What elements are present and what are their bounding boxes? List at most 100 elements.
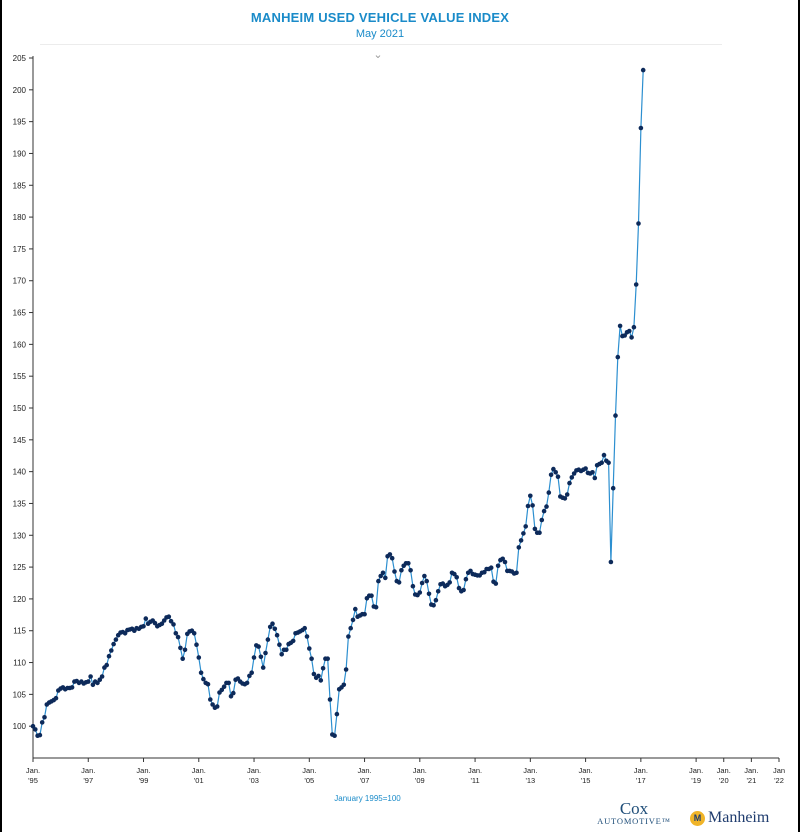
x-tick-label: Jan. (578, 766, 592, 775)
data-point (493, 581, 499, 586)
y-tick-label: 100 (13, 722, 27, 731)
x-tick-label: Jan. (717, 766, 731, 775)
data-point (638, 125, 644, 131)
data-point (260, 665, 266, 670)
x-tick-label: Jan. (413, 766, 427, 775)
data-point (279, 652, 285, 657)
data-point (461, 587, 466, 593)
data-point (228, 694, 234, 699)
data-point (629, 335, 634, 340)
y-tick-label: 170 (13, 277, 27, 286)
data-point (569, 475, 575, 480)
data-point (528, 493, 533, 499)
data-point (42, 715, 47, 720)
data-point (178, 645, 183, 651)
data-point (251, 655, 257, 660)
data-point (532, 526, 538, 532)
data-point (219, 687, 225, 693)
y-tick-label: 165 (13, 309, 27, 318)
data-point (182, 647, 188, 653)
data-point (627, 328, 632, 334)
x-tick-label: Jan. (81, 766, 95, 775)
data-point (383, 575, 388, 581)
data-point (226, 680, 231, 686)
data-point (555, 474, 561, 480)
data-point (551, 466, 556, 472)
left-frame-edge (0, 0, 2, 832)
data-point (539, 517, 545, 523)
data-point (617, 323, 623, 329)
data-point (30, 723, 36, 729)
x-tick-label: Jan. (468, 766, 482, 775)
data-point (265, 637, 271, 642)
data-point (159, 621, 165, 626)
data-point (99, 674, 105, 679)
data-point (500, 556, 506, 562)
y-tick-label: 145 (13, 436, 27, 445)
data-point (221, 684, 227, 689)
data-point (454, 575, 460, 580)
y-tick-label: 120 (13, 595, 27, 604)
data-point (396, 580, 402, 585)
data-point (362, 611, 367, 617)
data-point (122, 631, 128, 636)
x-tick-label: '19 (691, 776, 701, 785)
x-tick-label: '03 (249, 776, 259, 785)
data-point (447, 580, 453, 585)
chevron-down-icon[interactable]: ⌄ (373, 49, 383, 61)
data-point (353, 606, 358, 612)
data-point (387, 552, 393, 557)
data-point (525, 503, 531, 509)
y-tick-label: 130 (13, 531, 27, 540)
data-point (537, 530, 542, 535)
data-point (426, 591, 432, 597)
data-point (95, 680, 100, 686)
data-point (327, 697, 333, 702)
y-tick-label: 180 (13, 213, 27, 222)
x-tick-label: '17 (636, 776, 646, 785)
data-point (196, 655, 202, 660)
x-tick-label: Jan. (26, 766, 40, 775)
x-tick-label: '97 (83, 776, 93, 785)
data-point (376, 578, 381, 584)
data-point (205, 681, 211, 687)
data-point (343, 667, 349, 672)
x-tick-label: Jan. (689, 766, 703, 775)
data-point (166, 614, 172, 619)
data-point (231, 690, 236, 696)
data-point (541, 508, 547, 514)
x-tick-label: '05 (304, 776, 314, 785)
data-point (272, 626, 278, 632)
data-point (373, 604, 379, 610)
x-tick-label: Jan. (744, 766, 758, 775)
y-tick-label: 155 (13, 372, 27, 381)
data-point (113, 637, 119, 642)
data-point (610, 485, 616, 491)
data-point (104, 662, 109, 668)
data-point (419, 580, 425, 586)
data-point (468, 568, 473, 574)
data-point (53, 695, 59, 701)
x-tick-label: '22 (774, 776, 784, 785)
data-point (389, 555, 395, 561)
data-point (341, 682, 347, 688)
data-point (86, 679, 91, 684)
data-point (277, 642, 282, 647)
data-point (274, 632, 280, 638)
data-point (553, 470, 558, 475)
data-point (583, 466, 588, 471)
data-point (208, 697, 213, 702)
data-point (633, 282, 639, 287)
x-tick-label: '21 (746, 776, 756, 785)
x-tick-label: '99 (139, 776, 149, 785)
x-tick-label: Jan. (302, 766, 316, 775)
data-point (201, 676, 206, 682)
y-tick-label: 190 (13, 149, 27, 158)
x-tick-label: Jan. (136, 766, 150, 775)
data-point (590, 470, 595, 475)
y-tick-label: 195 (13, 118, 27, 127)
data-point (631, 324, 637, 330)
data-point (562, 496, 568, 501)
data-point (97, 677, 103, 682)
data-point (544, 504, 549, 509)
